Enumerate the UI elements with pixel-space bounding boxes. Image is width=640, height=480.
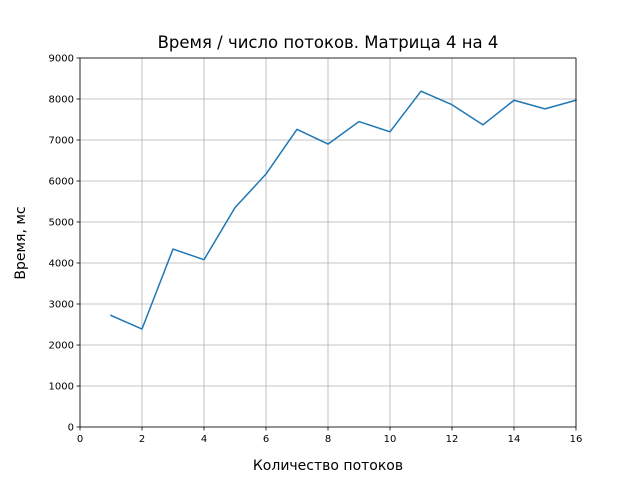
- y-tick-label: 3000: [49, 300, 74, 311]
- y-tick-label: 9000: [49, 54, 74, 65]
- y-tick-label: 0: [68, 423, 74, 434]
- y-tick-label: 1000: [49, 382, 74, 393]
- y-tick-label: 6000: [49, 177, 74, 188]
- x-tick-label: 14: [508, 434, 521, 445]
- y-axis-title: Время, мс: [13, 206, 29, 279]
- x-tick-label: 16: [570, 434, 583, 445]
- x-tick-label: 4: [201, 434, 207, 445]
- x-tick-label: 2: [139, 434, 145, 445]
- chart-title: Время / число потоков. Матрица 4 на 4: [158, 33, 499, 52]
- grid-lines: [79, 57, 577, 428]
- x-axis-ticks: 0 2 4 6 8 10 12 14 16: [77, 427, 583, 445]
- y-axis-ticks: 0 1000 2000 3000 4000 5000 6000 7000 8000 9000: [49, 54, 80, 434]
- x-tick-label: 12: [446, 434, 459, 445]
- y-tick-label: 4000: [49, 259, 74, 270]
- x-tick-label: 10: [384, 434, 397, 445]
- x-tick-label: 8: [325, 434, 331, 445]
- series-line: [110, 90, 577, 330]
- series-layer: [110, 90, 577, 330]
- y-tick-label: 5000: [49, 218, 74, 229]
- y-tick-label: 7000: [49, 136, 74, 147]
- y-tick-label: 2000: [49, 341, 74, 352]
- x-axis-title: Количество потоков: [253, 458, 403, 474]
- y-tick-label: 8000: [49, 95, 74, 106]
- x-tick-label: 6: [263, 434, 269, 445]
- x-tick-label: 0: [77, 434, 83, 445]
